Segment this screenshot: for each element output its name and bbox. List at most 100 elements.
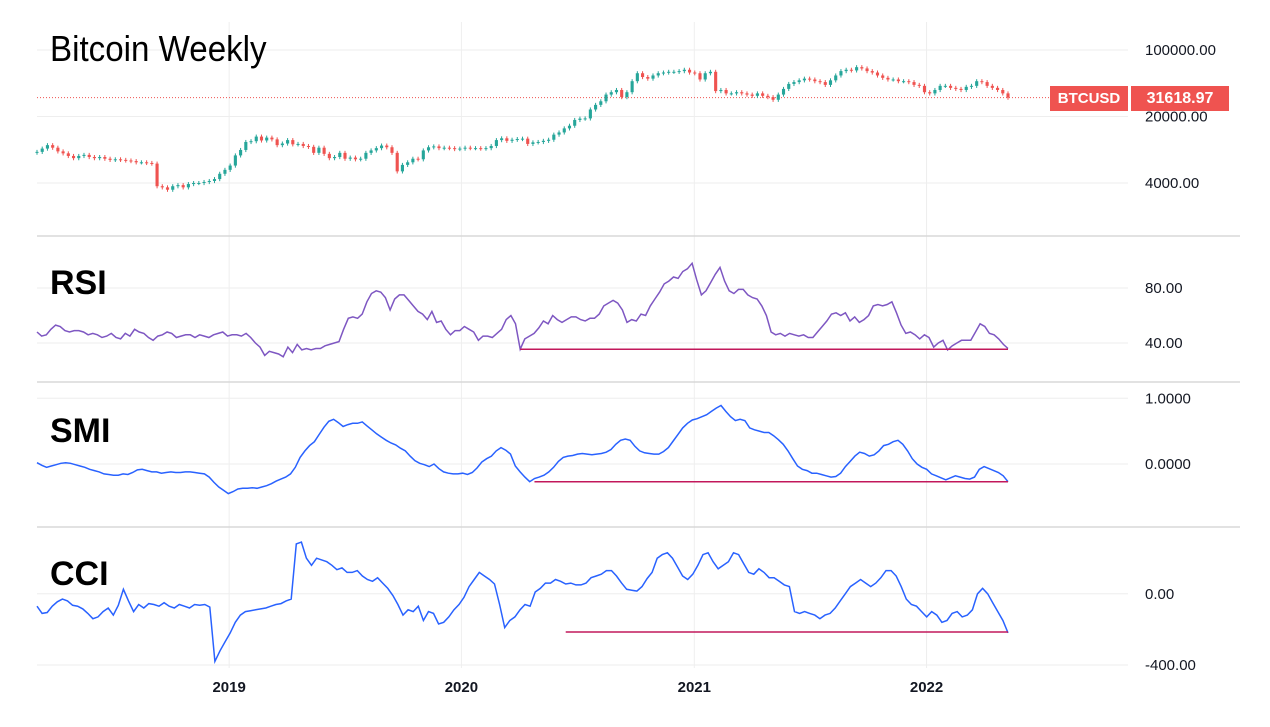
candle-body	[249, 141, 253, 143]
candle-body	[520, 138, 525, 140]
candle-body	[338, 152, 342, 158]
candle-body	[729, 93, 733, 95]
candle-body	[922, 85, 927, 93]
candle-body	[286, 140, 290, 144]
price-axis-label: 20000.00	[1145, 109, 1208, 126]
candle-body	[181, 185, 185, 188]
rsi-panel-title: RSI	[50, 264, 107, 302]
candle-body	[996, 87, 1000, 90]
panel-separators	[37, 235, 1240, 528]
candle-body	[625, 92, 629, 98]
candle-body	[985, 82, 989, 86]
candle-body	[698, 73, 702, 80]
cci-axis-label: 0.00	[1145, 586, 1174, 603]
cci-line	[36, 541, 1009, 665]
candle-body	[87, 154, 91, 158]
candle-body	[165, 187, 170, 190]
symbol-badge[interactable]: BTCUSD	[1050, 86, 1128, 111]
candle-body	[155, 163, 159, 187]
candle-body	[327, 153, 331, 159]
candle-body	[875, 72, 880, 76]
candle-body	[672, 71, 676, 73]
candle-body	[755, 93, 759, 96]
candle-body	[834, 75, 838, 81]
candle-body	[526, 138, 530, 144]
candle-body	[51, 145, 55, 148]
candle-body	[77, 155, 81, 159]
candle-body	[933, 89, 937, 94]
candle-body	[599, 101, 603, 105]
candle-body	[938, 85, 942, 90]
candle-body	[740, 92, 744, 94]
candle-body	[484, 148, 488, 150]
candle-body	[103, 157, 107, 159]
candle-body	[197, 183, 201, 184]
candle-body	[139, 162, 143, 164]
candle-body	[437, 146, 441, 149]
price-axis-label: 4000.00	[1145, 175, 1199, 192]
candle-body	[975, 81, 979, 86]
candle-body	[870, 71, 874, 73]
candle-body	[693, 72, 697, 74]
candle-body	[186, 184, 190, 188]
candle-body	[860, 67, 864, 69]
candle-body	[280, 143, 284, 146]
candle-body	[442, 147, 446, 149]
candle-body	[907, 81, 911, 83]
candle-body	[708, 71, 712, 74]
candle-body	[291, 140, 295, 145]
candle-body	[844, 69, 848, 72]
candle-body	[651, 75, 655, 79]
candle-body	[536, 141, 540, 143]
candle-body	[896, 79, 900, 82]
candle-body	[849, 69, 853, 71]
candle-body	[275, 139, 279, 146]
candle-body	[865, 68, 869, 72]
candle-body	[390, 147, 394, 153]
candle-body	[886, 77, 890, 80]
candle-body	[265, 137, 269, 141]
x-tick-label: 2022	[910, 679, 943, 696]
smi-axis-label: 0.0000	[1145, 456, 1191, 473]
candle-body	[646, 77, 650, 79]
candle-body	[771, 97, 775, 100]
axis-labels: 2019 2020 2021 2022 100000.00 20000.00 4000.00…	[212, 42, 1215, 696]
candle-body	[881, 75, 885, 78]
candle-body	[964, 86, 968, 90]
candle-body	[306, 145, 311, 147]
candle-body	[719, 89, 723, 92]
candle-body	[954, 87, 958, 89]
candle-body	[766, 95, 770, 98]
candle-body	[813, 79, 817, 82]
candle-body	[369, 150, 373, 153]
candle-body	[578, 118, 582, 120]
candle-body	[447, 147, 451, 149]
price-axis-label: 100000.00	[1145, 42, 1216, 59]
candle-body	[573, 119, 577, 126]
price-badge: 31618.97	[1131, 86, 1229, 111]
candle-body	[917, 84, 921, 86]
candle-body	[171, 186, 175, 190]
candle-body	[353, 157, 358, 160]
candle-body	[500, 138, 504, 141]
candle-body	[547, 139, 551, 141]
candle-body	[505, 138, 509, 141]
candle-body	[489, 145, 493, 149]
candle-body	[113, 159, 117, 161]
candle-body	[421, 150, 425, 160]
candle-body	[71, 155, 76, 159]
candle-body	[703, 73, 707, 80]
candle-body	[687, 69, 692, 73]
candle-body	[244, 141, 248, 150]
candle-body	[928, 92, 932, 94]
candle-body	[82, 154, 86, 156]
smi-panel-title: SMI	[50, 412, 111, 450]
candle-body	[473, 148, 478, 150]
cci-axis-label: -400.00	[1145, 657, 1196, 674]
candle-body	[202, 181, 206, 183]
candle-body	[980, 81, 984, 83]
candle-body	[45, 145, 49, 149]
candle-body	[641, 73, 645, 78]
candle-body	[635, 73, 639, 82]
candle-body	[949, 85, 953, 88]
